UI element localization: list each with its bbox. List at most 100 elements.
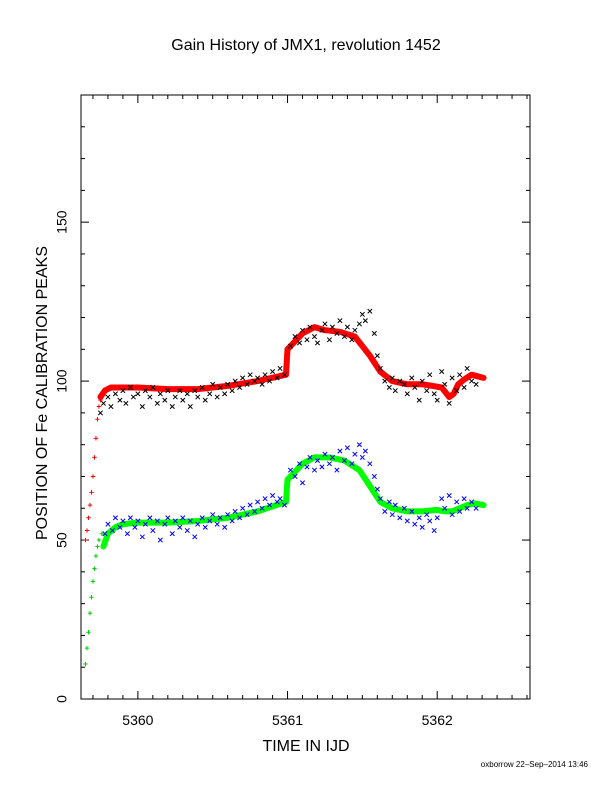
data-point bbox=[199, 384, 205, 391]
data-point bbox=[341, 334, 347, 340]
data-point bbox=[87, 610, 93, 616]
data-point bbox=[117, 524, 123, 530]
data-point bbox=[362, 448, 368, 454]
data-point bbox=[96, 404, 102, 409]
data-point bbox=[147, 515, 153, 521]
data-point bbox=[367, 461, 373, 467]
data-point bbox=[247, 502, 253, 508]
data-point bbox=[382, 508, 388, 514]
data-point bbox=[229, 518, 235, 524]
data-point bbox=[419, 378, 425, 384]
data-point bbox=[180, 515, 186, 521]
data-point bbox=[307, 454, 313, 460]
data-point bbox=[86, 515, 91, 520]
data-point bbox=[83, 661, 88, 667]
data-point bbox=[169, 531, 175, 537]
data-point bbox=[150, 527, 156, 534]
data-point bbox=[359, 311, 365, 317]
data-point bbox=[93, 553, 99, 559]
data-point bbox=[165, 515, 171, 521]
data-point bbox=[397, 378, 403, 384]
data-point bbox=[416, 515, 422, 521]
data-point bbox=[434, 397, 440, 403]
data-point bbox=[442, 505, 448, 511]
data-point bbox=[287, 343, 294, 349]
data-point bbox=[334, 467, 340, 473]
data-point bbox=[142, 521, 148, 527]
data-point bbox=[112, 391, 118, 397]
data-point bbox=[314, 458, 321, 464]
data-point bbox=[427, 518, 433, 524]
data-point bbox=[244, 381, 250, 387]
data-point bbox=[412, 384, 418, 391]
data-point bbox=[469, 499, 475, 505]
data-point bbox=[112, 515, 118, 521]
data-point bbox=[84, 528, 90, 533]
data-point bbox=[89, 490, 94, 495]
data-point bbox=[237, 515, 243, 521]
data-point bbox=[259, 505, 265, 511]
data-point bbox=[202, 524, 208, 530]
data-point bbox=[412, 521, 418, 527]
data-point bbox=[322, 451, 328, 457]
data-point bbox=[401, 505, 407, 511]
data-point bbox=[349, 337, 355, 343]
chart-title: Gain History of JMX1, revolution 1452 bbox=[171, 37, 441, 54]
data-point bbox=[389, 512, 395, 518]
data-point bbox=[92, 566, 97, 571]
fit-line bbox=[97, 324, 487, 400]
data-point bbox=[139, 403, 145, 410]
axis-tick-labels: 0 50 100 150 5360 5361 5362 bbox=[54, 210, 453, 728]
data-point bbox=[154, 518, 160, 524]
y-tick-label: 150 bbox=[54, 210, 70, 234]
data-point bbox=[89, 595, 94, 600]
data-point bbox=[409, 375, 415, 381]
data-point bbox=[99, 531, 105, 536]
data-point bbox=[124, 531, 130, 537]
data-point bbox=[270, 369, 276, 375]
data-point bbox=[424, 388, 430, 394]
data-point bbox=[469, 378, 475, 384]
data-point bbox=[232, 378, 238, 384]
data-point bbox=[162, 397, 168, 403]
data-point bbox=[232, 508, 238, 514]
data-point bbox=[392, 388, 398, 394]
data-point bbox=[397, 515, 403, 521]
data-point bbox=[84, 645, 90, 651]
axis-ticks bbox=[81, 94, 530, 700]
data-point bbox=[439, 369, 445, 375]
data-point bbox=[229, 388, 235, 394]
data-point bbox=[362, 318, 368, 324]
data-point bbox=[252, 508, 258, 514]
y-tick-label: 0 bbox=[54, 695, 70, 703]
data-point bbox=[102, 388, 108, 393]
data-point bbox=[105, 394, 111, 400]
data-point bbox=[199, 515, 205, 521]
data-point bbox=[337, 318, 343, 324]
data-point bbox=[374, 486, 380, 492]
data-point bbox=[344, 445, 350, 451]
data-point bbox=[404, 518, 410, 524]
x-tick-label: 5362 bbox=[422, 712, 453, 728]
data-point bbox=[210, 381, 216, 387]
data-point bbox=[270, 492, 276, 499]
data-point bbox=[222, 524, 228, 530]
fit-line bbox=[100, 454, 487, 550]
data-point bbox=[207, 391, 213, 397]
data-point bbox=[449, 375, 455, 381]
data-point bbox=[356, 321, 362, 327]
data-point bbox=[304, 464, 310, 470]
data-point bbox=[277, 496, 283, 502]
data-point bbox=[409, 508, 415, 514]
data-point bbox=[416, 397, 422, 403]
data-point bbox=[184, 527, 190, 534]
data-point bbox=[431, 527, 437, 534]
data-point bbox=[461, 496, 467, 502]
data-point bbox=[184, 391, 190, 397]
data-point bbox=[446, 492, 452, 499]
data-point bbox=[319, 327, 325, 333]
data-point bbox=[446, 400, 452, 406]
data-point bbox=[135, 518, 141, 524]
data-point bbox=[135, 391, 141, 397]
